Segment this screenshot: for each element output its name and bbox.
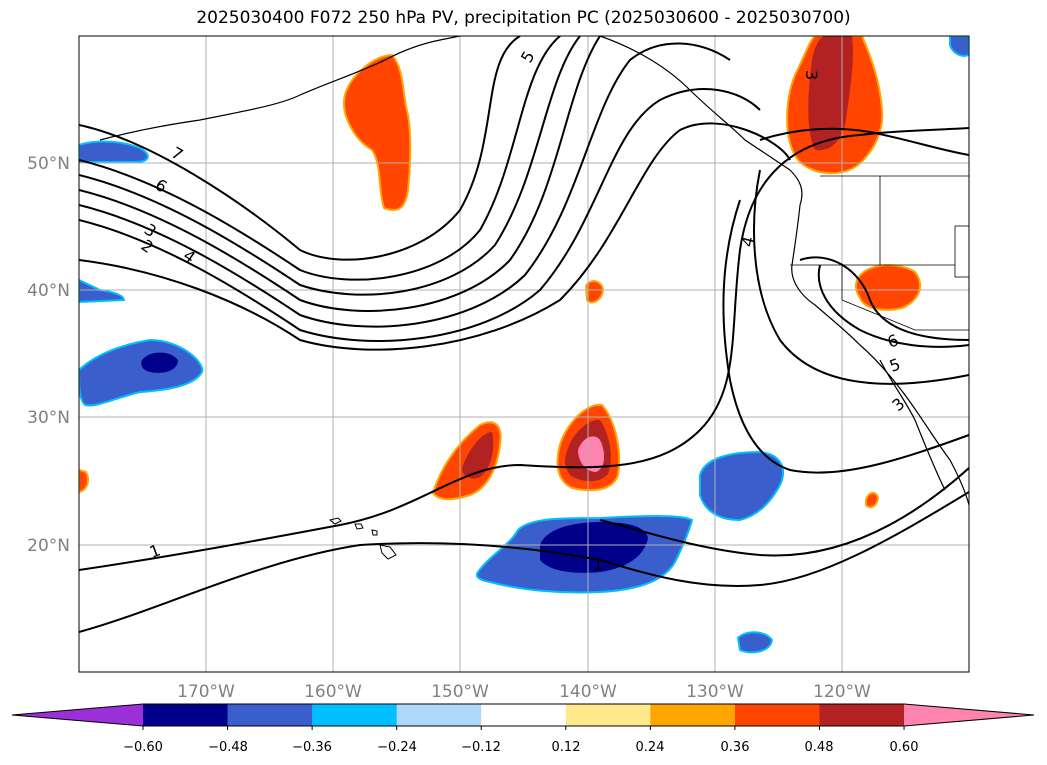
precip-blob <box>699 450 785 522</box>
colorbar-tick-label: 0.48 <box>805 740 834 755</box>
hawaiian-islands <box>328 517 397 560</box>
political-borders <box>790 175 969 331</box>
colorbar-tick-label: −0.24 <box>377 740 417 755</box>
pv-contours <box>79 36 969 633</box>
colorbar <box>11 703 1035 730</box>
precip-blob <box>578 436 605 472</box>
colorbar-segment <box>565 704 651 726</box>
colorbar-tick-label: 0.60 <box>890 740 919 755</box>
lon-label-130w: 130°W <box>686 682 744 702</box>
colorbar-tick-label: −0.60 <box>123 740 163 755</box>
map-frame <box>78 35 970 673</box>
colorbar-segment <box>481 704 567 726</box>
precip-blob <box>79 140 149 163</box>
lat-label-50n: 50°N <box>27 154 70 174</box>
lon-label-120w: 120°W <box>813 682 871 702</box>
colorbar-segment <box>734 704 820 726</box>
lon-label-170w: 170°W <box>177 682 235 702</box>
colorbar-tick-label: 0.24 <box>636 740 665 755</box>
contour-label: 3 <box>802 70 821 80</box>
precip-blob <box>736 631 774 654</box>
precip-blob <box>343 53 412 211</box>
contour-label: 4 <box>738 234 759 249</box>
colorbar-extend-max <box>904 704 1034 726</box>
colorbar-tick-label: −0.48 <box>208 740 248 755</box>
colorbar-tick-label: −0.36 <box>292 740 332 755</box>
colorbar-segment <box>650 704 736 726</box>
colorbar-segment <box>312 704 398 726</box>
colorbar-tick-label: −0.12 <box>461 740 501 755</box>
colorbar-tick-label: 0.12 <box>552 740 581 755</box>
colorbar-segment <box>143 704 229 726</box>
precip-blob <box>865 492 880 509</box>
precip-blob <box>854 264 922 311</box>
lat-label-30n: 30°N <box>27 408 70 428</box>
precip-blob <box>462 432 494 479</box>
contour-label: 1 <box>593 555 603 574</box>
precip-blob <box>141 352 178 373</box>
lon-label-140w: 140°W <box>559 682 617 702</box>
map-area: 7 6 5 4 3 2 1 1 4 6 5 3 3 <box>79 36 969 672</box>
lat-label-20n: 20°N <box>27 536 70 556</box>
colorbar-segment <box>227 704 313 726</box>
lon-label-150w: 150°W <box>431 682 489 702</box>
colorbar-extend-min <box>12 704 143 726</box>
colorbar-segment <box>396 704 482 726</box>
colorbar-segment <box>819 704 905 726</box>
colorbar-tick-labels: −0.60 −0.48 −0.36 −0.24 −0.12 0.12 0.24 … <box>123 740 918 755</box>
lon-label-160w: 160°W <box>304 682 362 702</box>
latitude-labels: 50°N 40°N 30°N 20°N <box>27 154 70 556</box>
longitude-labels: 170°W 160°W 150°W 140°W 130°W 120°W <box>177 682 871 702</box>
figure-title: 2025030400 F072 250 hPa PV, precipitatio… <box>196 8 851 28</box>
precip-blob <box>540 522 648 573</box>
lat-label-40n: 40°N <box>27 281 70 301</box>
colorbar-tick-label: 0.36 <box>721 740 750 755</box>
